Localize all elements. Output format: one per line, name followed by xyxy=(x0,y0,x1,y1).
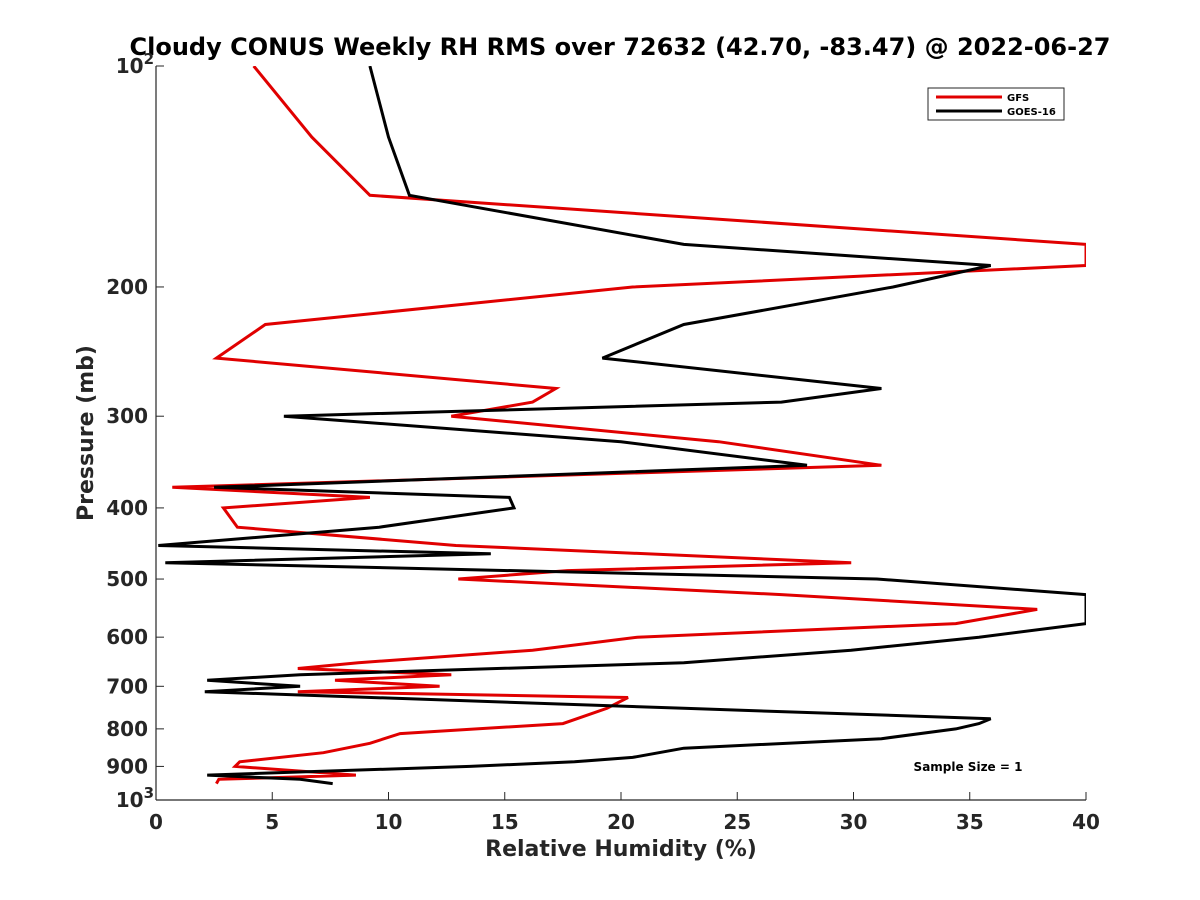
y-axis-ticks: 102 200 300 400 500 600 700 800 900 103 xyxy=(106,50,164,812)
x-tick-label: 0 xyxy=(149,810,163,834)
x-axis-ticks: 0 5 10 15 20 25 30 35 40 xyxy=(149,792,1100,834)
x-tick-label: 15 xyxy=(491,810,519,834)
y-tick-label: 103 xyxy=(116,784,154,812)
y-axis-label: Pressure (mb) xyxy=(74,345,99,521)
series-layer xyxy=(158,66,1086,786)
series-line-goes-16 xyxy=(158,66,1086,786)
y-tick-label: 400 xyxy=(106,496,148,520)
x-tick-label: 40 xyxy=(1072,810,1100,834)
series-line-gfs xyxy=(172,66,1086,785)
y-tick-label: 900 xyxy=(106,754,148,778)
x-tick-label: 25 xyxy=(723,810,751,834)
legend-label-goes-16: GOES-16 xyxy=(1007,107,1056,118)
y-tick-label: 800 xyxy=(106,717,148,741)
y-tick-label: 600 xyxy=(106,625,148,649)
sample-size-annotation: Sample Size = 1 xyxy=(914,760,1023,774)
x-tick-label: 20 xyxy=(607,810,635,834)
x-tick-label: 30 xyxy=(840,810,868,834)
legend: GFS GOES-16 xyxy=(927,87,1065,121)
y-tick-label: 102 xyxy=(116,50,154,78)
y-tick-label: 200 xyxy=(106,275,148,299)
y-tick-label: 300 xyxy=(106,404,148,428)
y-tick-label: 500 xyxy=(106,567,148,591)
x-tick-label: 35 xyxy=(956,810,984,834)
chart-title: Cloudy CONUS Weekly RH RMS over 72632 (4… xyxy=(130,33,1111,61)
legend-box xyxy=(927,87,1065,121)
x-tick-label: 5 xyxy=(265,810,279,834)
y-tick-label: 700 xyxy=(106,674,148,698)
x-tick-label: 10 xyxy=(375,810,403,834)
x-axis-label: Relative Humidity (%) xyxy=(485,837,757,862)
legend-label-gfs: GFS xyxy=(1007,93,1029,104)
